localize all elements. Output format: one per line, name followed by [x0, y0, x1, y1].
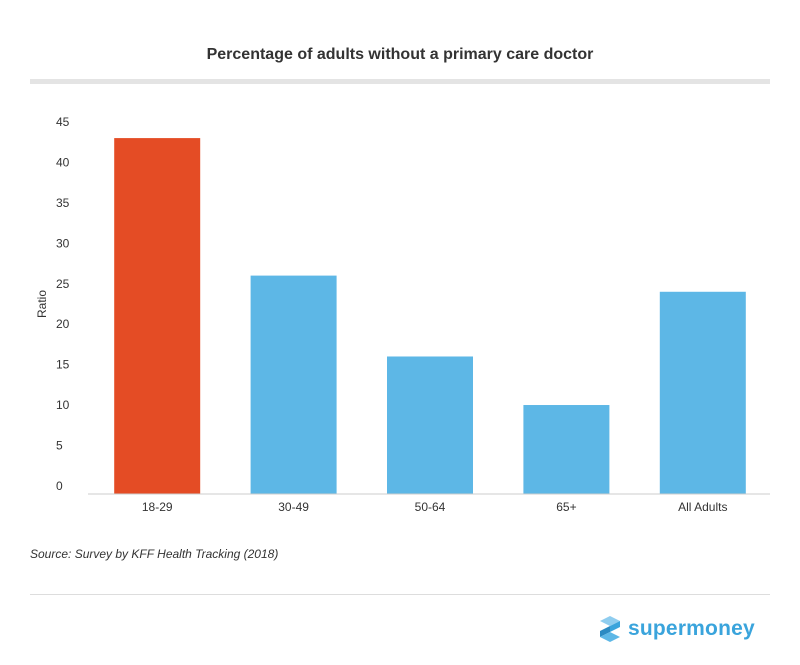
- y-tick-label: 30: [56, 236, 70, 250]
- supermoney-logo: supermoney: [596, 612, 755, 646]
- bar-30-49: [250, 275, 337, 494]
- bar-65: [523, 405, 610, 494]
- bar-18-29: [114, 138, 201, 495]
- bar-50-64: [387, 356, 473, 494]
- x-tick-label: All Adults: [678, 500, 727, 514]
- footer-divider: [30, 594, 770, 595]
- y-tick-label: 15: [56, 358, 70, 372]
- supermoney-logo-icon: [600, 616, 620, 642]
- y-tick-label: 35: [56, 196, 70, 210]
- y-tick-label: 10: [56, 398, 70, 412]
- y-tick-label: 40: [56, 155, 70, 169]
- x-tick-label: 30-49: [278, 500, 309, 514]
- y-tick-label: 45: [56, 115, 70, 129]
- y-axis-title: Ratio: [35, 290, 49, 318]
- y-tick-label: 25: [56, 277, 70, 291]
- source-note: Source: Survey by KFF Health Tracking (2…: [30, 547, 279, 561]
- bar-chart: 0 5 10 15 20 25 30 35 40 45 18-29 30-49 50-64 65+ All…: [35, 115, 770, 514]
- bar-all-adults: [659, 291, 746, 494]
- chart-title: Percentage of adults without a primary c…: [206, 46, 594, 63]
- title-divider: [30, 79, 770, 84]
- x-tick-label: 18-29: [142, 500, 173, 514]
- x-tick-label: 50-64: [415, 500, 446, 514]
- y-tick-label: 5: [56, 439, 63, 453]
- y-tick-label: 0: [56, 479, 63, 493]
- x-tick-label: 65+: [556, 500, 576, 514]
- y-tick-label: 20: [56, 317, 70, 331]
- supermoney-logo-text: supermoney: [628, 617, 755, 640]
